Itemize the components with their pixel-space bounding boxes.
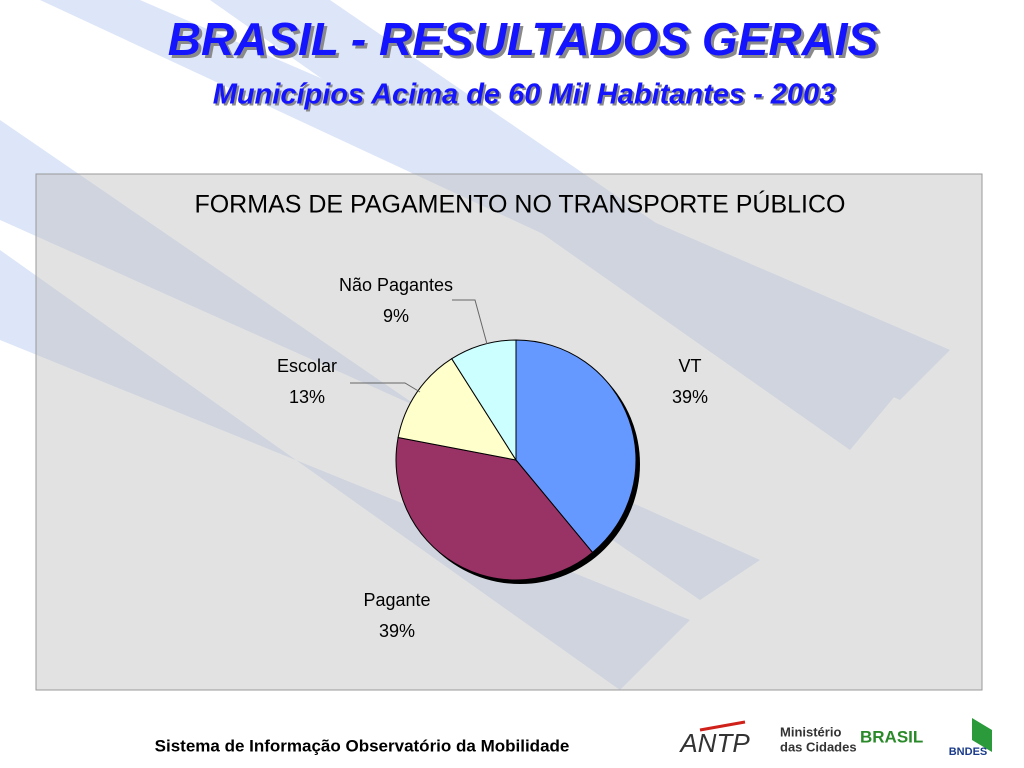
logo-mark — [699, 720, 746, 732]
chart-title: FORMAS DE PAGAMENTO NO TRANSPORTE PÚBLIC… — [194, 190, 845, 219]
pie-slice — [397, 357, 518, 461]
subtitle-shadow: Municípios Acima de 60 Mil Habitantes - … — [215, 81, 838, 113]
pie-slice — [515, 339, 637, 554]
slice-value: 13% — [289, 387, 325, 407]
slide-title: BRASIL - RESULTADOS GERAIS — [168, 13, 879, 65]
logo-mark — [972, 718, 992, 752]
title-shadow: BRASIL - RESULTADOS GERAIS — [171, 16, 882, 68]
footer-text: Sistema de Informação Observatório da Mo… — [155, 736, 570, 755]
leader-line — [350, 382, 421, 393]
logos: ANTP Ministério das Cidades BRASIL BNDES — [678, 718, 992, 758]
logo-brasil: BRASIL — [860, 727, 923, 746]
pie-slice — [395, 436, 594, 581]
logo-ministerio: Ministério — [780, 724, 841, 739]
slice-value: 9% — [383, 306, 409, 326]
slice-label: Escolar — [277, 356, 337, 376]
logo-cidades: das Cidades — [780, 739, 857, 754]
slide-subtitle: Municípios Acima de 60 Mil Habitantes - … — [213, 79, 836, 111]
slice-value: 39% — [379, 621, 415, 641]
logo-antp: ANTP — [678, 728, 750, 758]
slice-label: Pagante — [363, 590, 430, 610]
logo-bndes: BNDES — [949, 746, 988, 758]
pie-slice — [451, 339, 517, 462]
pie — [395, 339, 637, 581]
leader-line — [452, 299, 488, 345]
slice-label: VT — [678, 356, 701, 376]
slice-value: 39% — [672, 387, 708, 407]
slice-label: Não Pagantes — [339, 275, 453, 295]
